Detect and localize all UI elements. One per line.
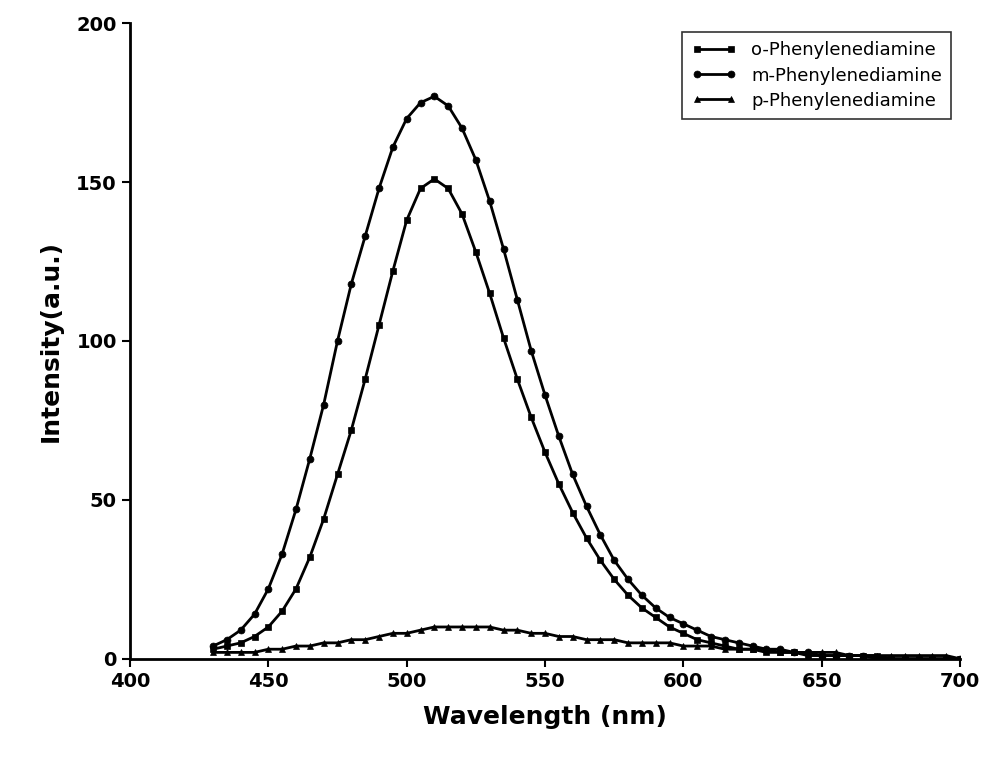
m-Phenylenediamine [899,654,911,663]
p-Phenylenediamine [207,648,219,657]
Line: p-Phenylenediamine: p-Phenylenediamine [210,624,963,662]
Line: o-Phenylenediamine: o-Phenylenediamine [210,175,963,662]
m-Phenylenediamine [954,654,966,663]
Line: m-Phenylenediamine: m-Phenylenediamine [210,93,963,662]
p-Phenylenediamine [940,651,952,660]
o-Phenylenediamine [885,654,897,663]
m-Phenylenediamine [207,642,219,651]
o-Phenylenediamine [498,333,510,343]
m-Phenylenediamine [345,279,357,288]
p-Phenylenediamine [428,622,440,632]
o-Phenylenediamine [387,267,399,276]
p-Phenylenediamine [885,651,897,660]
p-Phenylenediamine [387,629,399,638]
o-Phenylenediamine [954,654,966,663]
o-Phenylenediamine [345,425,357,435]
Y-axis label: Intensity(a.u.): Intensity(a.u.) [38,240,62,442]
o-Phenylenediamine [290,584,302,594]
o-Phenylenediamine [899,654,911,663]
X-axis label: Wavelength (nm): Wavelength (nm) [423,704,667,728]
p-Phenylenediamine [954,654,966,663]
p-Phenylenediamine [345,635,357,644]
m-Phenylenediamine [428,91,440,101]
o-Phenylenediamine [940,654,952,663]
p-Phenylenediamine [498,625,510,635]
p-Phenylenediamine [290,642,302,651]
o-Phenylenediamine [207,645,219,654]
m-Phenylenediamine [290,505,302,514]
o-Phenylenediamine [428,174,440,184]
m-Phenylenediamine [387,143,399,152]
m-Phenylenediamine [871,654,883,663]
m-Phenylenediamine [498,244,510,253]
Legend: o-Phenylenediamine, m-Phenylenediamine, p-Phenylenediamine: o-Phenylenediamine, m-Phenylenediamine, … [682,33,951,119]
m-Phenylenediamine [940,654,952,663]
